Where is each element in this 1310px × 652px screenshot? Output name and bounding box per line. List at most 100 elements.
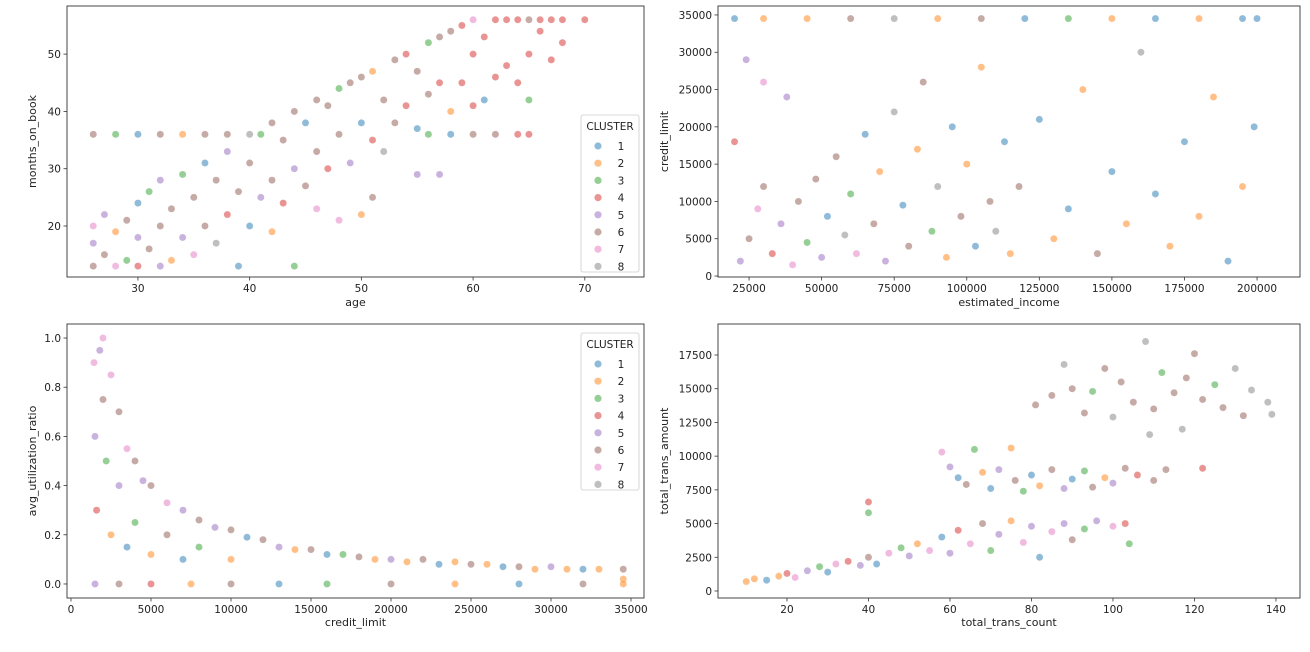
- data-point-cluster-6: [1182, 374, 1191, 382]
- data-point-cluster-3: [864, 508, 873, 517]
- data-point-cluster-6: [469, 130, 477, 139]
- data-point-cluster-6: [962, 480, 971, 489]
- y-tick-label: 10000: [679, 451, 712, 463]
- data-point-cluster-5: [91, 580, 99, 588]
- data-point-cluster-2: [531, 565, 539, 574]
- data-point-cluster-5: [156, 262, 165, 270]
- data-point-cluster-6: [515, 562, 523, 571]
- data-point-cluster-4: [368, 136, 377, 144]
- data-point-cluster-4: [92, 506, 101, 515]
- data-point-cluster-3: [122, 256, 131, 265]
- data-point-cluster-6: [234, 187, 243, 196]
- data-point-cluster-6: [1068, 384, 1077, 393]
- data-point-cluster-5: [1027, 522, 1036, 531]
- data-point-cluster-3: [424, 38, 433, 47]
- y-axis-label: months_on_book: [26, 94, 39, 188]
- legend-marker-cluster-3: [594, 176, 602, 184]
- data-point-cluster-5: [223, 147, 232, 156]
- y-axis-label: credit_limit: [658, 110, 671, 172]
- data-point-cluster-4: [525, 50, 533, 58]
- legend-label: 4: [618, 411, 625, 423]
- data-point-cluster-2: [595, 565, 603, 574]
- data-point-cluster-6: [357, 73, 366, 81]
- data-point-cluster-3: [1019, 487, 1028, 496]
- data-point-cluster-4: [580, 15, 589, 24]
- data-point-cluster-2: [291, 545, 299, 554]
- data-point-cluster-4: [558, 38, 567, 47]
- plot-area: [718, 6, 1300, 277]
- data-point-cluster-2: [942, 253, 951, 262]
- data-point-cluster-1: [245, 222, 254, 230]
- data-point-cluster-1: [1064, 205, 1073, 213]
- legend-marker-cluster-3: [594, 394, 602, 402]
- data-point-cluster-3: [803, 238, 811, 247]
- data-point-cluster-5: [777, 219, 785, 228]
- legend-marker-cluster-5: [594, 211, 602, 219]
- data-point-cluster-7: [90, 358, 98, 367]
- data-point-cluster-6: [147, 481, 155, 490]
- data-point-cluster-7: [1109, 522, 1117, 531]
- x-tick-label: 20: [780, 604, 793, 616]
- y-tick-label: 20000: [679, 122, 712, 134]
- data-point-cluster-5: [290, 164, 299, 173]
- data-point-cluster-1: [899, 201, 907, 210]
- data-point-cluster-2: [962, 160, 971, 168]
- data-point-cluster-3: [256, 130, 265, 139]
- data-point-cluster-5: [275, 543, 283, 551]
- data-point-cluster-4: [223, 210, 232, 219]
- data-point-cluster-1: [948, 122, 957, 131]
- data-point-cluster-1: [579, 565, 587, 574]
- data-point-cluster-1: [1238, 14, 1247, 23]
- data-point-cluster-7: [832, 560, 840, 568]
- x-tick-label: 100: [1103, 604, 1123, 616]
- data-point-cluster-6: [163, 530, 171, 539]
- legend-marker-cluster-1: [594, 360, 602, 368]
- x-tick-label: 5000: [138, 604, 165, 616]
- x-tick-label: 60: [943, 604, 956, 616]
- data-point-cluster-8: [1231, 364, 1240, 373]
- data-point-cluster-1: [730, 14, 739, 23]
- data-point-cluster-2: [1007, 517, 1015, 525]
- data-point-cluster-2: [1007, 444, 1015, 452]
- data-point-cluster-6: [245, 159, 254, 167]
- data-point-cluster-2: [403, 557, 411, 566]
- data-point-cluster-7: [788, 260, 797, 269]
- y-axis-label: avg_utilization_ratio: [26, 405, 39, 516]
- data-point-cluster-4: [1198, 464, 1207, 473]
- data-point-cluster-6: [904, 242, 913, 251]
- x-axis-label: total_trans_count: [961, 616, 1057, 629]
- x-axis-label: credit_limit: [325, 616, 387, 629]
- data-point-cluster-6: [301, 182, 310, 190]
- data-point-cluster-1: [179, 555, 187, 564]
- data-point-cluster-4: [864, 498, 873, 506]
- y-tick-label: 2500: [685, 552, 712, 564]
- legend-label: 4: [618, 193, 625, 205]
- y-tick-label: 0.4: [44, 481, 61, 493]
- y-tick-label: 30000: [679, 47, 712, 59]
- data-point-cluster-6: [131, 457, 139, 465]
- data-point-cluster-8: [1141, 337, 1150, 346]
- y-tick-label: 0.6: [44, 431, 61, 443]
- data-point-cluster-1: [1180, 137, 1189, 146]
- data-point-cluster-8: [245, 130, 254, 139]
- data-point-cluster-1: [446, 130, 455, 139]
- y-tick-label: 20: [48, 221, 61, 233]
- data-point-cluster-6: [1239, 411, 1248, 420]
- data-point-cluster-4: [768, 249, 777, 258]
- data-point-cluster-1: [823, 568, 832, 576]
- data-point-cluster-2: [1122, 219, 1131, 228]
- x-tick-label: 70: [578, 283, 591, 295]
- plot-area: [718, 324, 1300, 598]
- data-point-cluster-3: [1080, 525, 1089, 533]
- data-point-cluster-5: [435, 170, 444, 179]
- scatter-chart-3: 0 5000 10000 15000 20000 25000 30000 35000 0.0 0.…: [26, 323, 648, 629]
- data-point-cluster-6: [279, 136, 288, 144]
- legend-label: 3: [618, 393, 625, 405]
- legend-label: 7: [618, 244, 625, 256]
- data-point-cluster-7: [1047, 527, 1056, 536]
- data-point-cluster-6: [1170, 388, 1178, 397]
- data-point-cluster-6: [89, 262, 98, 270]
- legend-box: [580, 114, 640, 273]
- data-point-cluster-7: [1019, 538, 1028, 547]
- legend-marker-cluster-2: [594, 377, 602, 385]
